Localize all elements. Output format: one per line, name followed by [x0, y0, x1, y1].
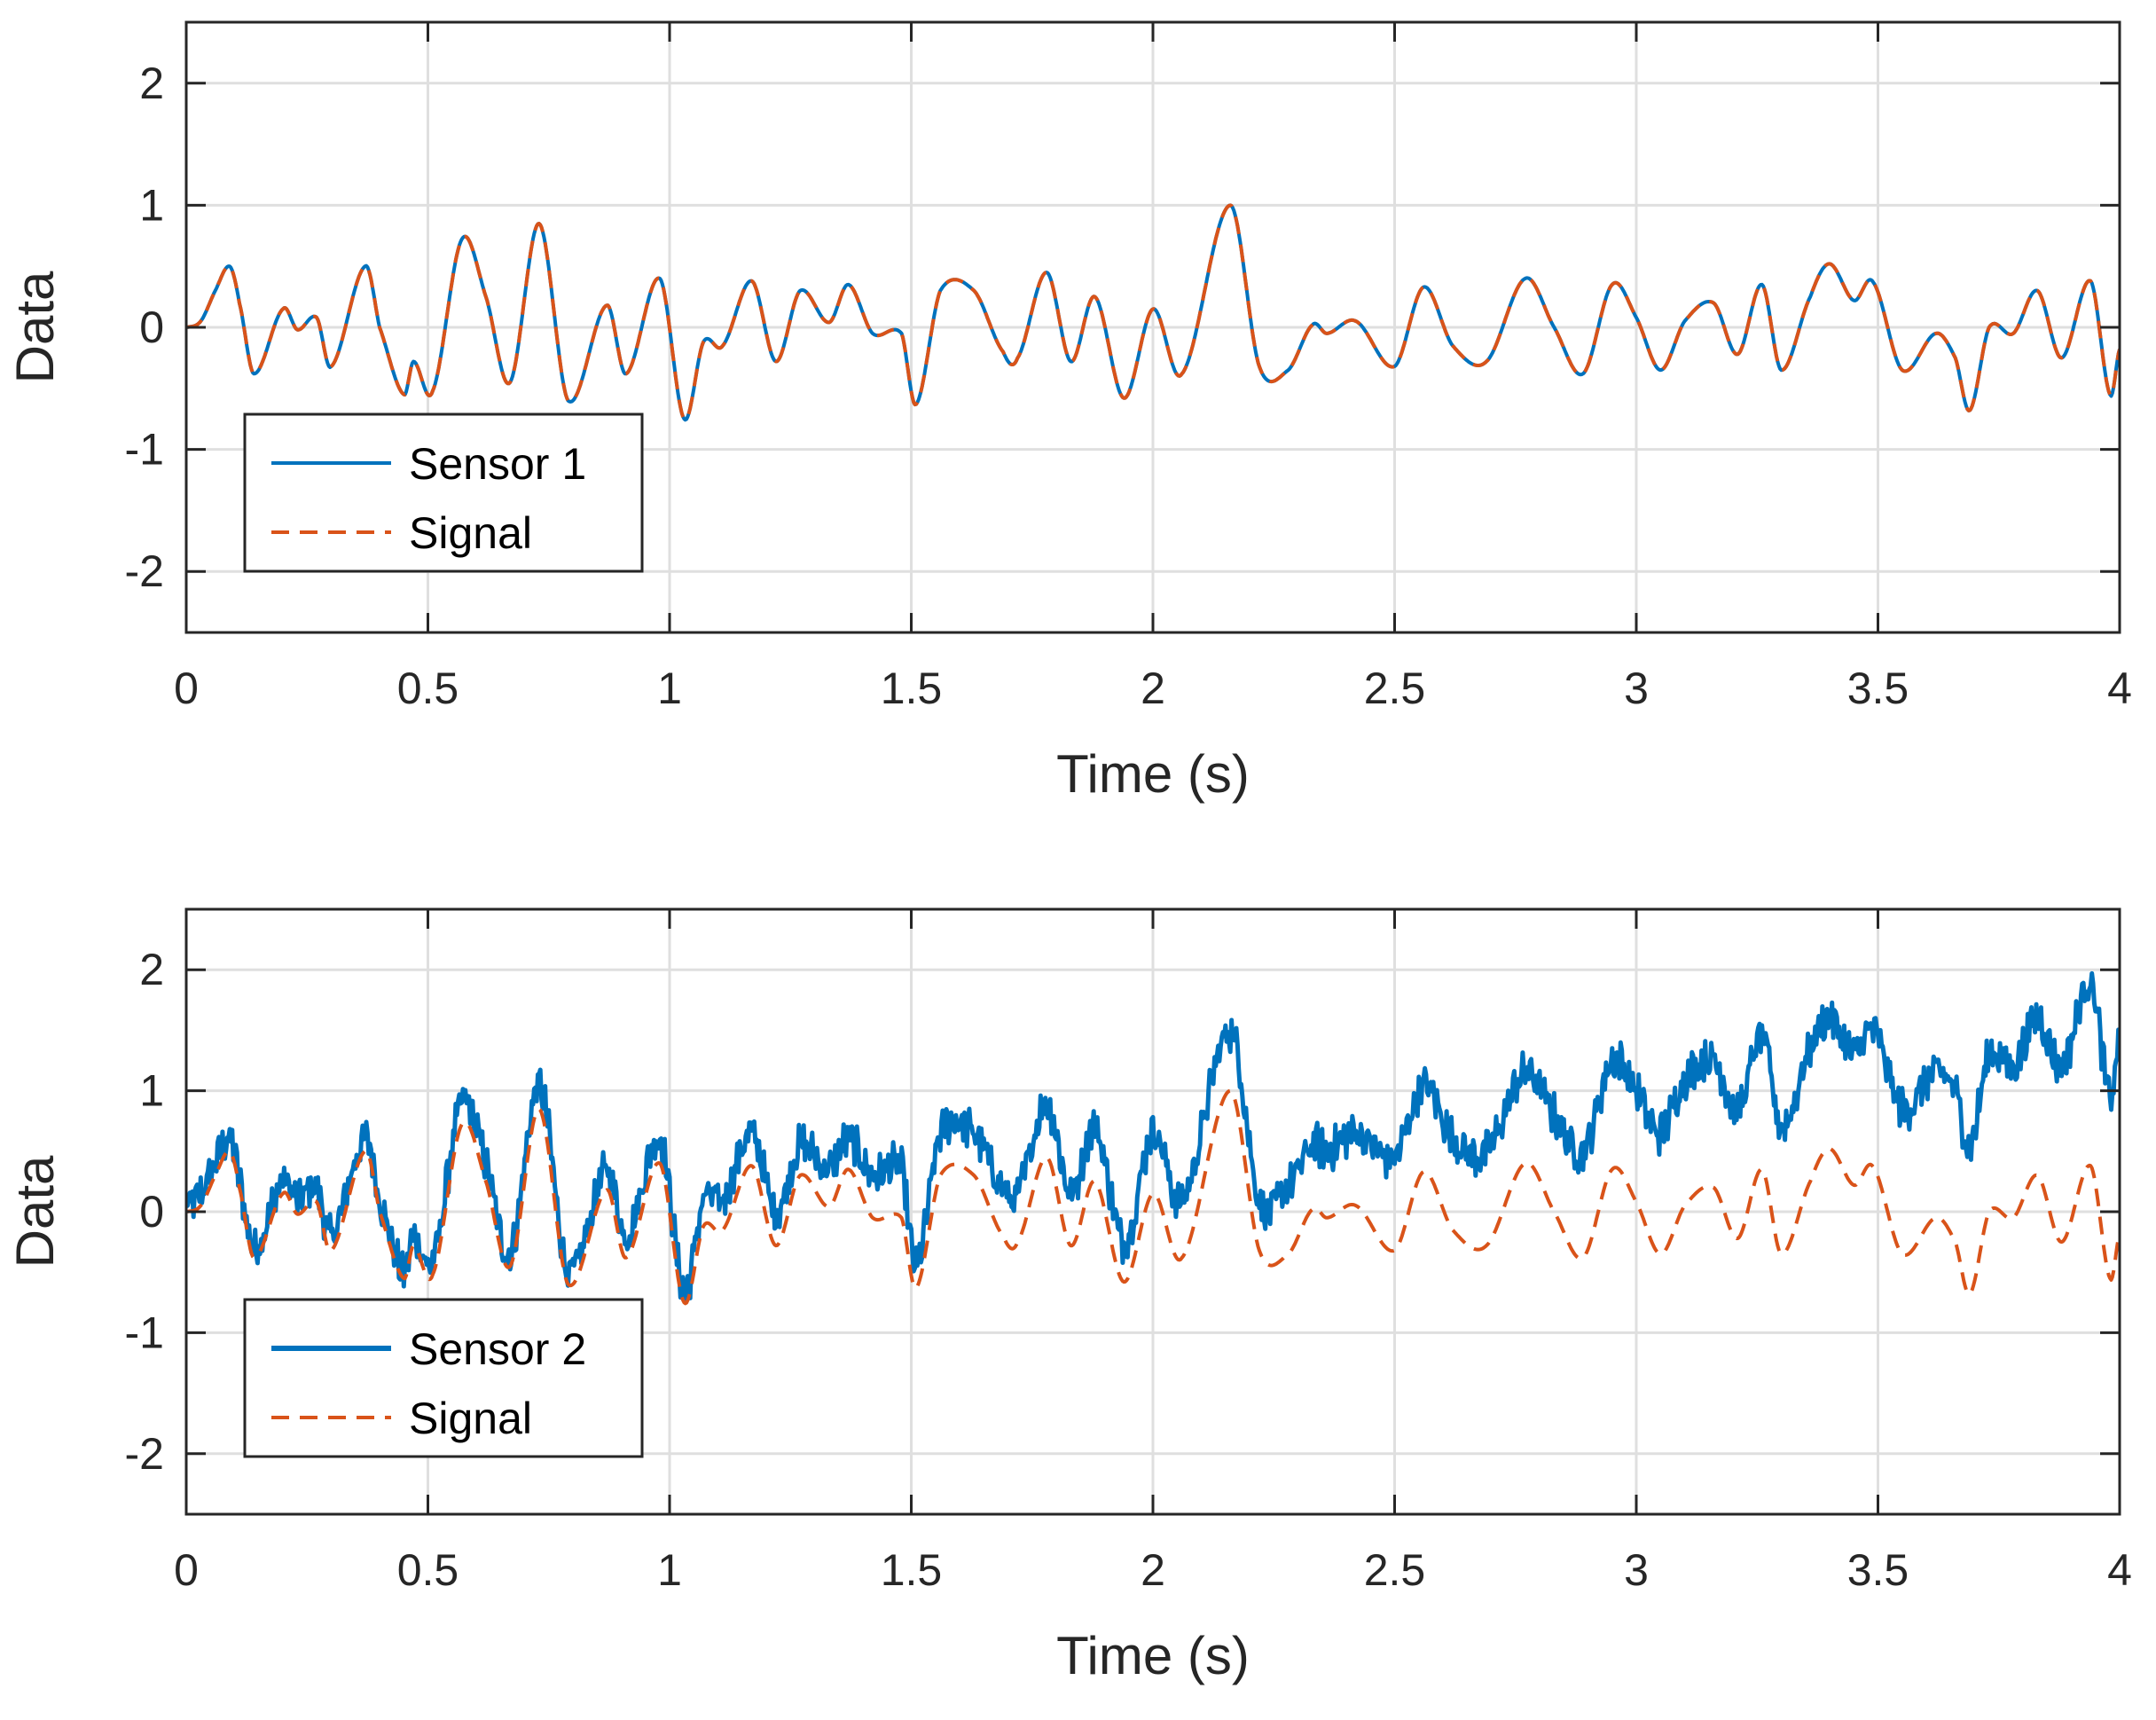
x-tick-label: 3: [1624, 664, 1649, 713]
x-tick-label: 4: [2107, 664, 2132, 713]
x-tick-label: 0.5: [397, 664, 459, 713]
bottom-panel: 0 0.5 1 1.5 2 2.5 3 3.5 4 -2 -1 0 1 2 Time (s) Data Sens…: [5, 907, 2132, 1685]
legend: Sensor 1 Signal: [243, 412, 644, 573]
legend-label: Sensor 2: [409, 1324, 586, 1374]
x-tick-label: 3: [1624, 1545, 1649, 1595]
x-axis-label: Time (s): [1056, 744, 1250, 804]
x-tick-label: 3.5: [1847, 1545, 1909, 1595]
x-tick-label: 2: [1141, 664, 1165, 713]
legend-label: Signal: [409, 508, 532, 558]
y-tick-label: -1: [125, 425, 164, 475]
y-tick-label: 1: [139, 180, 164, 230]
x-tick-label: 3.5: [1847, 664, 1909, 713]
x-tick-label: 1.5: [881, 1545, 943, 1595]
x-axis-label: Time (s): [1056, 1626, 1250, 1685]
legend: Sensor 2 Signal: [243, 1298, 644, 1458]
x-tick-label: 1.5: [881, 664, 943, 713]
y-tick-label: -2: [125, 546, 164, 596]
x-tick-label: 0: [174, 1545, 199, 1595]
y-tick-label: 2: [139, 945, 164, 994]
y-tick-label: 1: [139, 1066, 164, 1116]
legend-label: Signal: [409, 1394, 532, 1443]
top-panel: 0 0.5 1 1.5 2 2.5 3 3.5 4 -2 -1 0 1 2 Time (s) Data Sens…: [5, 20, 2132, 804]
legend-label: Sensor 1: [409, 439, 586, 489]
signal-line: [186, 1088, 2120, 1306]
legend-box: [243, 1298, 644, 1458]
sensor-2-line: [186, 970, 2120, 1301]
x-tick-label: 4: [2107, 1545, 2132, 1595]
y-tick-label: -2: [125, 1429, 164, 1479]
x-tick-label: 0: [174, 664, 199, 713]
x-tick-label: 2: [1141, 1545, 1165, 1595]
y-axis-label: Data: [5, 271, 65, 383]
x-tick-label: 2.5: [1364, 1545, 1426, 1595]
signal-line: [186, 203, 2120, 422]
x-tick-label: 1: [657, 1545, 682, 1595]
x-tick-label: 1: [657, 664, 682, 713]
y-tick-label: -1: [125, 1308, 164, 1357]
y-tick-label: 2: [139, 59, 164, 108]
y-tick-label: 0: [139, 302, 164, 352]
y-tick-label: 0: [139, 1187, 164, 1237]
x-tick-label: 2.5: [1364, 664, 1426, 713]
y-axis-label: Data: [5, 1155, 65, 1268]
legend-box: [243, 412, 644, 573]
x-tick-label: 0.5: [397, 1545, 459, 1595]
